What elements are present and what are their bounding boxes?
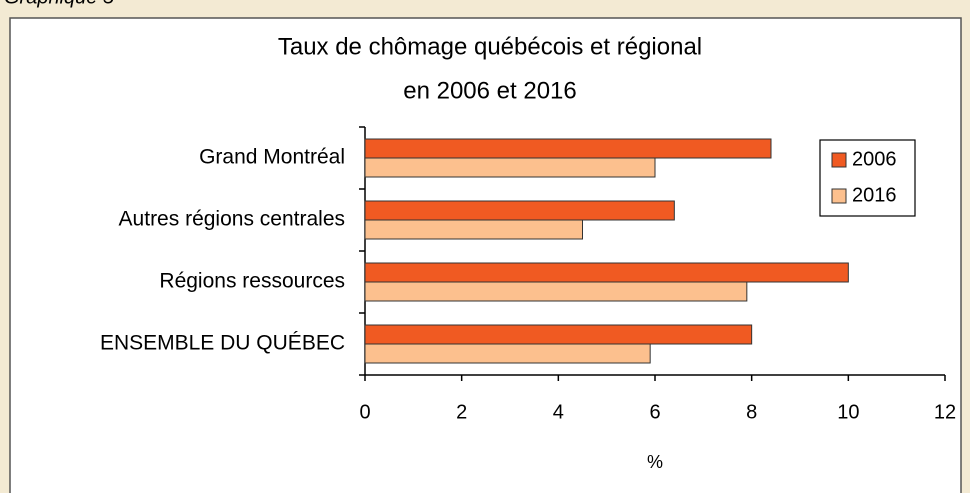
bar bbox=[364, 219, 583, 240]
y-tick-label: Régions ressources bbox=[159, 270, 345, 293]
legend-label: 2016 bbox=[852, 184, 897, 206]
chart-title: en 2006 et 2016 bbox=[403, 77, 577, 104]
bar bbox=[364, 262, 849, 283]
bar bbox=[364, 281, 748, 302]
bar bbox=[364, 343, 651, 364]
x-tick-label: 0 bbox=[359, 401, 370, 423]
x-tick-label: 2 bbox=[456, 401, 467, 423]
x-tick-label: 10 bbox=[837, 401, 859, 423]
y-tick-label: Autres régions centrales bbox=[119, 208, 345, 231]
legend-swatch bbox=[831, 188, 847, 204]
x-tick-label: 12 bbox=[934, 401, 956, 423]
legend-label: 2006 bbox=[852, 148, 897, 170]
x-axis-label: % bbox=[647, 452, 663, 472]
bar bbox=[364, 138, 772, 159]
x-tick-label: 6 bbox=[649, 401, 660, 423]
chart-frame bbox=[9, 17, 962, 493]
chart-title: Taux de chômage québécois et régional bbox=[278, 33, 702, 60]
x-tick-label: 4 bbox=[553, 401, 564, 423]
bar bbox=[364, 200, 675, 221]
caption: Graphique 5 bbox=[4, 0, 115, 8]
bar bbox=[364, 157, 656, 178]
legend-swatch bbox=[831, 152, 847, 168]
bar bbox=[364, 324, 753, 345]
y-tick-label: ENSEMBLE DU QUÉBEC bbox=[100, 332, 345, 355]
y-tick-label: Grand Montréal bbox=[199, 146, 345, 169]
x-tick-label: 8 bbox=[746, 401, 757, 423]
